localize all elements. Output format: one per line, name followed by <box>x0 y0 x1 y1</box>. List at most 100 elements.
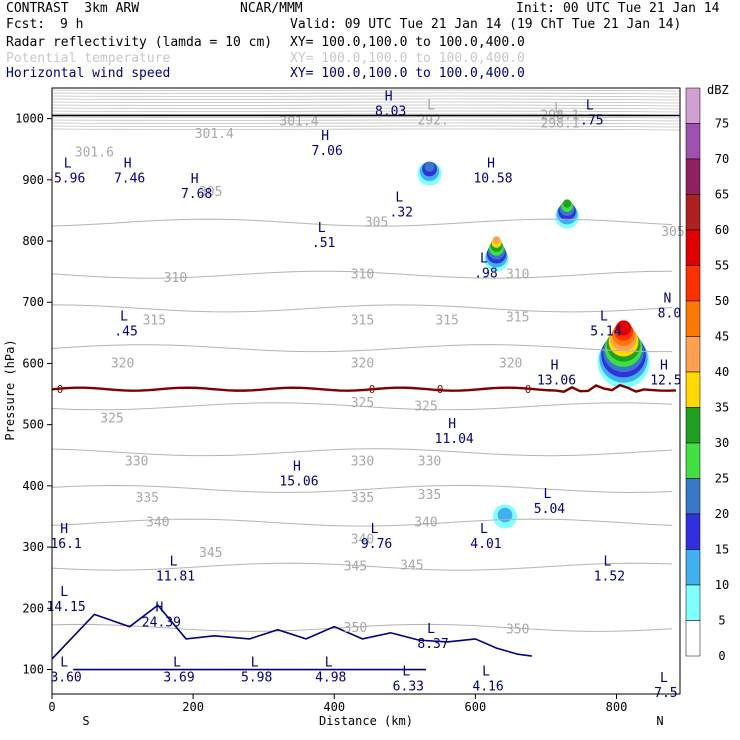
colorbar-label: 45 <box>715 330 729 344</box>
extremum-marker-type: H <box>60 522 68 537</box>
extremum-marker-value: 16.1 <box>50 537 81 552</box>
strat-isentrope-line <box>52 116 680 119</box>
extremum-marker-value: 7.46 <box>114 172 145 187</box>
extremum-marker-type: L <box>318 221 326 236</box>
theta-label: 315 <box>506 311 529 326</box>
theta-label: 310 <box>164 271 187 286</box>
theta-label: 340 <box>146 516 169 531</box>
theta-contour-335 <box>52 484 673 493</box>
center-label: NCAR/MMM <box>240 1 303 16</box>
field-1-name: Radar reflectivity (lamda = 10 cm) <box>6 35 273 50</box>
strat-isentrope-line <box>52 92 680 95</box>
colorbar-swatch-75 <box>685 87 701 124</box>
wind-speed-contour-main <box>52 604 532 660</box>
extremum-marker-type: H <box>487 157 495 172</box>
extremum-marker-type: L <box>325 656 333 671</box>
field-3-name: Horizontal wind speed <box>6 66 171 81</box>
extremum-marker-value: 5.96 <box>54 172 85 187</box>
extremum-marker-type: H <box>385 89 393 104</box>
y-axis-label: Pressure (hPa) <box>3 339 17 440</box>
theta-contour-350 <box>52 623 673 632</box>
theta-label: 305 <box>661 225 684 240</box>
strat-isentrope-line <box>52 98 680 101</box>
extremum-marker-value: 6.33 <box>393 680 424 695</box>
extremum-marker-type: L <box>60 585 68 600</box>
extremum-marker-value: 8.37 <box>417 637 448 652</box>
extremum-marker-type: L <box>600 310 608 325</box>
strat-isentrope-line <box>52 128 680 131</box>
x-tick-label: 800 <box>606 700 628 714</box>
extremum-marker-value: 7.06 <box>312 144 343 159</box>
extremum-marker-type: L <box>402 665 410 680</box>
freezing-level-line <box>52 383 677 393</box>
theta-label: 305 <box>365 216 388 231</box>
theta-contour-320 <box>52 344 673 353</box>
y-tick-label: 1000 <box>15 112 44 126</box>
reflectivity-cells <box>417 161 650 529</box>
extremum-marker-value: 5.04 <box>534 502 565 517</box>
model-title: CONTRAST 3km ARW <box>6 1 140 16</box>
extremum-marker-value: 11.81 <box>156 570 195 585</box>
extremum-marker-type: H <box>660 359 668 374</box>
extremum-marker-type: H <box>124 157 132 172</box>
y-tick-label: 700 <box>22 295 44 309</box>
field-3-xy: XY= 100.0,100.0 to 100.0,400.0 <box>290 66 525 81</box>
colorbar-label: 20 <box>715 507 729 521</box>
strat-isentrope-line <box>52 104 680 107</box>
stratosphere-isentropes <box>52 89 680 131</box>
theta-label: 345 <box>344 560 367 575</box>
field-1-xy: XY= 100.0,100.0 to 100.0,400.0 <box>290 35 525 50</box>
wind-speed-contours <box>52 604 532 671</box>
theta-label: 335 <box>136 491 159 506</box>
extremum-marker-type: L <box>554 102 562 117</box>
extremum-marker-type: L <box>480 522 488 537</box>
theta-label: 330 <box>351 454 374 469</box>
y-tick-label: 600 <box>22 356 44 370</box>
extremum-marker-value: 14.15 <box>47 600 86 615</box>
freezing-level-label: 0 <box>437 383 444 396</box>
theta-contour-310 <box>52 270 673 279</box>
extremum-marker-type: L <box>251 656 259 671</box>
freezing-level-label: 0 <box>57 383 64 396</box>
reflectivity-cell-0-20 <box>424 161 435 172</box>
colorbar-label: 60 <box>715 223 729 237</box>
reflectivity-cell-3-30 <box>562 199 572 208</box>
extremum-marker-value: 1.52 <box>594 570 625 585</box>
theta-label: 320 <box>351 356 374 371</box>
extremum-marker-type: H <box>551 359 559 374</box>
strat-isentrope-line <box>52 125 680 128</box>
theta-contour-325 <box>52 402 673 411</box>
colorbar-swatch-65 <box>685 158 701 195</box>
extremum-marker-value: 15.06 <box>279 475 318 490</box>
colorbar-swatch-45 <box>685 300 701 337</box>
extremum-marker-value: 8.03 <box>375 104 406 119</box>
init-time: Init: 00 UTC Tue 21 Jan 14 <box>516 1 720 16</box>
strat-isentrope-line <box>52 119 680 122</box>
colorbar-label: 10 <box>715 578 729 592</box>
reflectivity-cell-2-10 <box>497 507 513 523</box>
extremum-marker-value: 24.39 <box>142 615 181 630</box>
extremum-marker-value: 292. <box>417 113 448 128</box>
colorbar-swatch-55 <box>685 229 701 266</box>
extremum-marker-value: 4.16 <box>472 680 503 695</box>
extremum-marker-type: L <box>120 310 128 325</box>
x-tick-label: 600 <box>465 700 487 714</box>
colorbar-label: 65 <box>715 188 729 202</box>
extremum-marker-type: L <box>544 487 552 502</box>
theta-label: 325 <box>100 412 123 427</box>
extremum-marker-value: 3.69 <box>163 671 194 686</box>
theta-label: 315 <box>351 314 374 329</box>
extremum-marker-type: L <box>60 656 68 671</box>
colorbar-swatch-20 <box>685 478 701 515</box>
colorbar-swatch-0 <box>685 620 701 657</box>
theta-contour-305 <box>52 218 673 227</box>
freezing-level: 0 0 0 0 <box>52 383 677 396</box>
theta-label: 330 <box>125 454 148 469</box>
theta-label: 320 <box>111 356 134 371</box>
fcst-value: 9 h <box>60 17 84 32</box>
extremum-marker-type: L <box>371 522 379 537</box>
theta-label: 340 <box>414 516 437 531</box>
extremum-marker-type: L <box>604 555 612 570</box>
